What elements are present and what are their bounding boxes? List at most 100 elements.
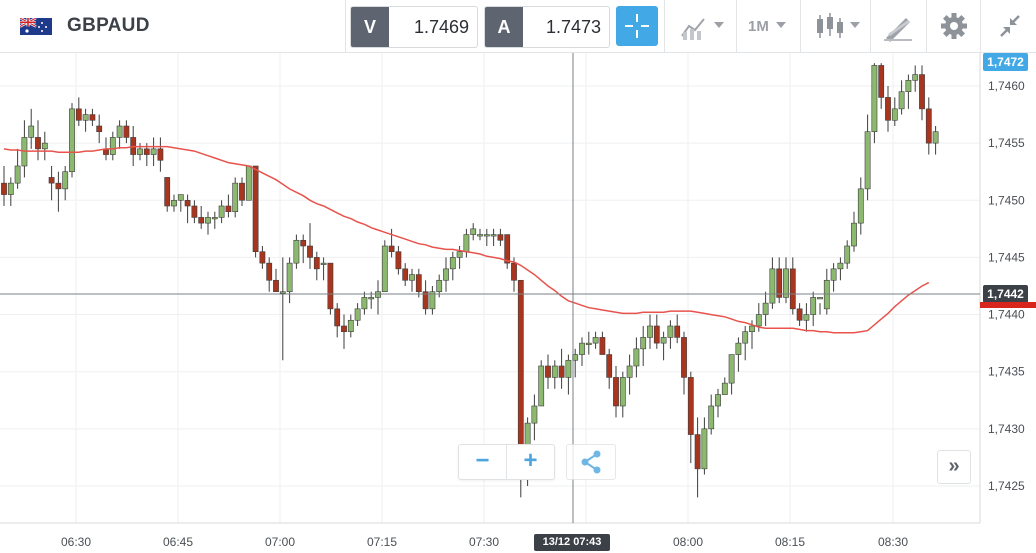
candle-body bbox=[545, 365, 551, 378]
candle-body bbox=[327, 262, 334, 310]
timeframe-dropdown[interactable] bbox=[740, 6, 796, 46]
candle-body bbox=[109, 137, 116, 155]
collapse-icon bbox=[1000, 15, 1020, 37]
candle-body bbox=[477, 234, 483, 237]
candle-body bbox=[75, 108, 82, 121]
candle-body bbox=[660, 337, 667, 344]
candle-body bbox=[198, 217, 205, 224]
share-button[interactable] bbox=[566, 444, 616, 480]
candle-body bbox=[341, 325, 347, 333]
candle-body bbox=[184, 199, 191, 207]
candle-body bbox=[789, 268, 796, 310]
candle-body bbox=[912, 74, 919, 81]
candle-body bbox=[585, 342, 592, 345]
candle-body bbox=[653, 325, 660, 344]
toolbar: GBPAUD V 1.7469 A 1.7473 1M bbox=[0, 0, 1036, 53]
crosshair-button[interactable] bbox=[616, 6, 658, 46]
candle-body bbox=[749, 325, 755, 333]
candle-body bbox=[252, 165, 259, 253]
x-tick-label: 08:15 bbox=[775, 535, 805, 549]
candle-body bbox=[273, 279, 279, 293]
candle-body bbox=[864, 131, 871, 190]
candle-body bbox=[647, 325, 653, 338]
sell-tag: V bbox=[351, 7, 389, 47]
candle-body bbox=[375, 291, 381, 298]
candle-body bbox=[191, 205, 198, 218]
zoom-out-button[interactable]: − bbox=[459, 445, 506, 479]
candle-body bbox=[28, 125, 35, 138]
candle-body bbox=[361, 297, 368, 310]
candle-body bbox=[388, 245, 395, 253]
y-tick-label: 1,7425 bbox=[988, 479, 1025, 493]
collapse-button[interactable] bbox=[990, 6, 1030, 46]
candle-body bbox=[205, 217, 211, 224]
candle-body bbox=[851, 222, 857, 247]
candle-body bbox=[449, 257, 456, 270]
crosshair-time-label: 13/12 07:43 bbox=[534, 534, 610, 551]
candle-body bbox=[538, 365, 545, 407]
x-tick-label: 07:00 bbox=[265, 535, 295, 549]
sell-price: 1.7469 bbox=[413, 17, 469, 37]
candle-body bbox=[347, 319, 354, 333]
candle-body bbox=[436, 279, 443, 293]
candle-body bbox=[218, 205, 225, 218]
candle-body bbox=[885, 97, 891, 121]
candle-body bbox=[898, 91, 905, 110]
current-price-marker bbox=[980, 302, 1036, 308]
candle-body bbox=[123, 125, 130, 138]
candle-body bbox=[796, 308, 803, 321]
scroll-to-latest-button[interactable]: » bbox=[937, 450, 971, 484]
candle-body bbox=[891, 108, 898, 121]
buy-price: 1.7473 bbox=[545, 17, 601, 37]
candle-body bbox=[837, 262, 844, 270]
candle-body bbox=[55, 182, 62, 190]
candle-body bbox=[592, 337, 599, 344]
candle-body bbox=[844, 245, 851, 264]
chevron-down-icon bbox=[850, 22, 860, 28]
sell-price-button[interactable]: V 1.7469 bbox=[350, 6, 478, 48]
settings-button[interactable] bbox=[934, 6, 974, 46]
y-tick-label: 1,7440 bbox=[988, 308, 1025, 322]
candle-body bbox=[497, 234, 504, 241]
candle-body bbox=[728, 354, 735, 384]
candle-body bbox=[619, 377, 626, 407]
candle-body bbox=[830, 268, 837, 281]
zoom-out-icon: − bbox=[475, 447, 490, 474]
candle-body bbox=[409, 274, 415, 281]
zoom-in-button[interactable]: + bbox=[507, 445, 554, 479]
candle-body bbox=[402, 268, 409, 281]
price-chart[interactable]: 1,7460 1,7455 1,7450 1,7445 1,7440 1,7435 1,74… bbox=[0, 53, 1036, 553]
candle-body bbox=[599, 337, 606, 355]
candle-body bbox=[919, 74, 925, 110]
candle-body bbox=[443, 268, 449, 281]
candle-body bbox=[667, 325, 674, 338]
candle-body bbox=[463, 234, 470, 253]
candle-body bbox=[48, 177, 55, 184]
candle-body bbox=[640, 337, 647, 350]
candle-body bbox=[313, 257, 320, 270]
candle-body bbox=[823, 279, 830, 310]
candle-body bbox=[82, 114, 89, 121]
candle-body bbox=[41, 142, 48, 150]
candle-body bbox=[415, 274, 422, 293]
fast-forward-icon: » bbox=[948, 455, 960, 477]
candle-body bbox=[7, 182, 14, 195]
candle-body bbox=[14, 165, 21, 184]
candle-body bbox=[694, 434, 701, 470]
chart-type-button[interactable] bbox=[808, 6, 868, 46]
candle-body bbox=[286, 262, 293, 293]
candle-body bbox=[626, 365, 633, 378]
candle-body bbox=[177, 194, 184, 201]
buy-price-button[interactable]: A 1.7473 bbox=[484, 6, 610, 48]
drawing-tools-button[interactable] bbox=[878, 6, 922, 46]
candle-body bbox=[35, 137, 41, 150]
candle-body bbox=[721, 382, 728, 395]
gear-icon bbox=[941, 13, 967, 39]
y-tick-label: 1,7430 bbox=[988, 422, 1025, 436]
drawing-tools-icon bbox=[884, 18, 912, 42]
candle-body bbox=[395, 251, 402, 270]
candle-body bbox=[783, 268, 789, 298]
candle-body bbox=[171, 199, 177, 207]
y-tick-label: 1,7460 bbox=[988, 79, 1025, 93]
indicators-button[interactable] bbox=[672, 6, 732, 46]
